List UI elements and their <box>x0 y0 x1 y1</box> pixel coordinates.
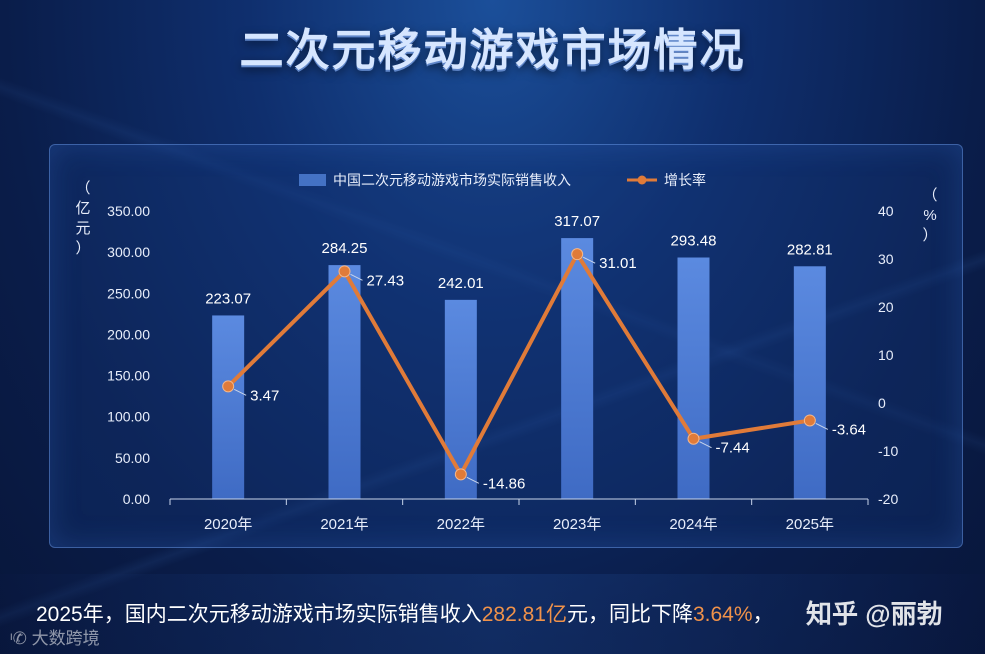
left-tick-label: 50.00 <box>115 450 150 466</box>
growth-label-leader <box>582 256 596 264</box>
growth-label-leader <box>699 441 712 449</box>
bar <box>793 266 826 499</box>
left-tick-label: 0.00 <box>123 491 150 507</box>
left-axis-title-char: 亿 <box>75 200 90 217</box>
footer-text-part1: 2025年，国内二次元移动游戏市场实际销售收入 <box>36 603 482 626</box>
left-axis-title: （ 亿元 ） <box>75 180 90 257</box>
legend-line-label: 增长率 <box>664 172 706 188</box>
left-tick-label: 100.00 <box>107 409 150 425</box>
bar <box>444 299 477 499</box>
growth-label-leader <box>815 423 829 430</box>
legend-bar-label: 中国二次元移动游戏市场实际销售收入 <box>333 172 571 188</box>
bar-value-label: 223.07 <box>205 290 251 307</box>
bars <box>212 238 826 499</box>
growth-line-path <box>226 252 811 477</box>
growth-label-leader <box>233 388 247 396</box>
growth-point <box>338 265 351 278</box>
growth-value-label: -14.86 <box>483 475 526 492</box>
right-tick-label: -10 <box>878 443 898 459</box>
right-tick-label: 40 <box>878 203 894 219</box>
growth-point <box>687 432 700 445</box>
bar <box>212 315 245 499</box>
footer-band <box>0 574 985 654</box>
left-tick-label: 250.00 <box>107 285 150 301</box>
legend: 中国二次元移动游戏市场实际销售收入 增长率 <box>299 172 706 188</box>
growth-label-leader <box>350 273 363 281</box>
bar-value-labels: 223.07 284.25 242.01 317.07 293.48 282.81 <box>205 213 833 307</box>
growth-value-label: 31.01 <box>599 255 637 272</box>
right-tick-label: 30 <box>878 251 894 267</box>
legend-bar-swatch <box>299 174 326 186</box>
source-logo: ᶦ✆ 大数跨境 <box>10 624 100 649</box>
bar-value-label: 282.81 <box>787 241 833 258</box>
right-tick-label: 10 <box>878 347 894 363</box>
right-tick-label: 20 <box>878 299 894 315</box>
bar-value-label: 293.48 <box>671 233 717 250</box>
x-tick-label: 2021年 <box>320 516 368 533</box>
bar <box>328 265 361 499</box>
legend-line-marker <box>637 175 647 185</box>
footer-highlight-revenue: 282.81亿 <box>481 603 567 626</box>
left-axis-ticks: 0.00 50.00 100.00 150.00 200.00 250.00 300.00 3… <box>107 203 150 507</box>
growth-value-label: 27.43 <box>367 272 405 289</box>
bar <box>677 257 710 499</box>
x-tick-label: 2020年 <box>204 516 252 533</box>
right-axis-title: （% ） <box>922 187 937 244</box>
source-logo-icon: ᶦ✆ <box>10 629 32 648</box>
left-axis-title-char: 元 <box>75 220 90 237</box>
right-axis-title-char: ） <box>922 227 937 244</box>
bar-value-label: 317.07 <box>554 213 600 230</box>
x-axis-ticks: 2020年 2021年 2022年 2023年 2024年 2025年 <box>169 499 869 533</box>
growth-point <box>222 380 235 393</box>
footer-text-part2: 元，同比下降 <box>566 603 693 626</box>
left-tick-label: 150.00 <box>107 368 150 384</box>
bar-value-label: 242.01 <box>438 275 484 292</box>
x-tick-label: 2025年 <box>786 516 834 533</box>
growth-value-label: -7.44 <box>716 440 750 457</box>
x-tick-label: 2023年 <box>553 516 601 533</box>
growth-line <box>222 248 816 481</box>
growth-value-labels: 3.47 27.43 -14.86 31.01 -7.44 -3.64 <box>233 255 866 492</box>
page-title: 二次元移动游戏市场情况 <box>239 26 746 75</box>
right-axis-title-char: （ <box>922 187 937 204</box>
right-tick-label: 0 <box>878 395 886 411</box>
watermark: 知乎 @丽勃 <box>806 599 943 629</box>
right-axis-title-char: % <box>923 207 936 224</box>
left-axis-title-char: （ <box>75 180 90 197</box>
right-tick-label: -20 <box>878 491 898 507</box>
x-tick-label: 2024年 <box>669 516 717 533</box>
growth-point <box>571 248 584 261</box>
growth-value-label: 3.47 <box>250 387 279 404</box>
bar-value-label: 284.25 <box>322 240 368 257</box>
growth-value-label: -3.64 <box>832 421 866 438</box>
bar <box>561 238 594 499</box>
footer-text-part3: ， <box>752 603 774 626</box>
right-axis-ticks: -20 -10 0 10 20 30 40 <box>878 203 898 507</box>
source-label: 大数跨境 <box>31 629 100 648</box>
growth-label-leader <box>466 476 480 484</box>
left-tick-label: 300.00 <box>107 244 150 260</box>
left-tick-label: 200.00 <box>107 326 150 342</box>
footer-summary: 2025年，国内二次元移动游戏市场实际销售收入282.81亿元，同比下降3.64… <box>36 598 774 628</box>
left-tick-label: 350.00 <box>107 203 150 219</box>
x-tick-label: 2022年 <box>437 516 485 533</box>
growth-point <box>454 468 467 481</box>
growth-point <box>803 414 816 427</box>
left-axis-title-char: ） <box>75 240 90 257</box>
footer-highlight-rate: 3.64% <box>692 603 753 626</box>
